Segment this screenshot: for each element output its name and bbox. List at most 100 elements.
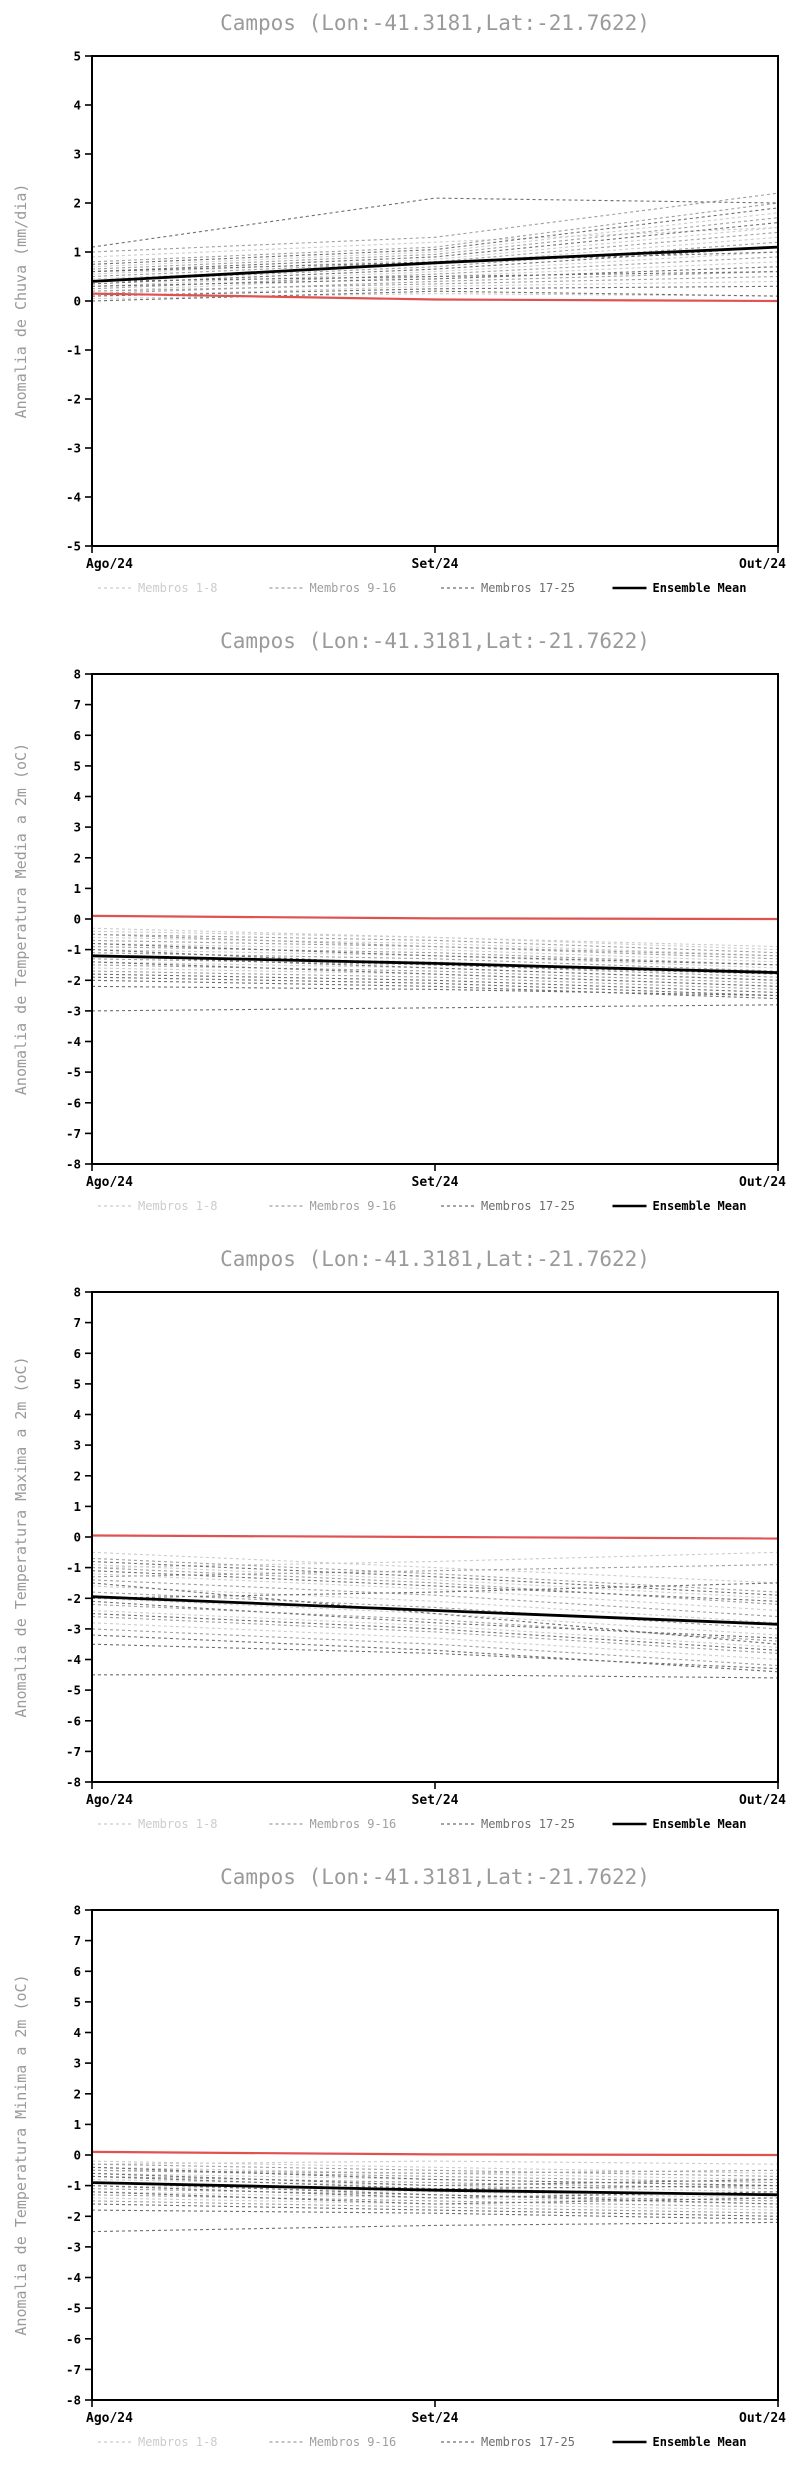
y-tick-label: 3 [73, 1438, 81, 1453]
member-line [91, 961, 779, 987]
member-line [91, 2185, 779, 2199]
member-line [91, 1551, 779, 1584]
member-line [91, 226, 779, 275]
member-line [91, 933, 779, 957]
member-line [91, 1600, 779, 1639]
x-tick-label: Out/24 [739, 1793, 786, 1808]
y-axis-label: Anomalia de Chuva (mm/dia) [12, 184, 30, 419]
x-tick-label: Ago/24 [86, 557, 133, 572]
y-tick-label: -5 [66, 539, 81, 554]
y-tick-label: 4 [73, 1407, 81, 1422]
y-tick-label: -3 [66, 2239, 81, 2254]
y-tick-label: 2 [73, 196, 81, 211]
y-tick-label: 5 [73, 49, 81, 64]
member-line [91, 1570, 779, 1602]
y-tick-label: 3 [73, 147, 81, 162]
chart-title: Campos (Lon:-41.3181,Lat:-21.7622) [220, 1865, 650, 1889]
y-tick-label: 6 [73, 1964, 81, 1979]
member-line [91, 2209, 779, 2220]
y-tick-label: -5 [66, 1683, 81, 1698]
member-line [91, 1643, 779, 1670]
member-line [91, 970, 779, 990]
member-line [91, 271, 779, 295]
member-line [91, 955, 779, 981]
member-line [91, 217, 779, 270]
y-tick-label: -4 [66, 2270, 81, 2285]
y-tick-label: 1 [73, 1499, 81, 1514]
member-line [91, 976, 779, 997]
y-tick-label: -7 [66, 1126, 81, 1141]
member-line [91, 275, 779, 292]
y-tick-label: 1 [73, 245, 81, 260]
member-line [91, 1573, 779, 1612]
member-line [91, 207, 779, 265]
y-tick-label: -2 [66, 392, 81, 407]
member-line [91, 1591, 779, 1630]
y-tick-label: -6 [66, 2331, 81, 2346]
y-tick-label: 6 [73, 1346, 81, 1361]
x-tick-label: Ago/24 [86, 2411, 133, 2426]
member-line [91, 2221, 779, 2233]
y-tick-label: 7 [73, 697, 81, 712]
y-tick-label: 1 [73, 2117, 81, 2132]
member-line [91, 1582, 779, 1599]
plot-border [91, 673, 779, 1165]
member-line [91, 2194, 779, 2208]
legend-label: Membros 9-16 [310, 2435, 397, 2449]
member-line [91, 1622, 779, 1661]
legend-label: Membros 17-25 [481, 1817, 575, 1831]
y-tick-label: 3 [73, 2056, 81, 2071]
x-tick-label: Set/24 [412, 1793, 459, 1808]
member-line [91, 2163, 779, 2177]
y-tick-label: 8 [73, 1903, 81, 1918]
y-tick-label: 2 [73, 2086, 81, 2101]
ensemble-mean-line [91, 1595, 779, 1626]
ensemble-mean-line [91, 2181, 779, 2197]
member-line [91, 2172, 779, 2187]
y-tick-label: -5 [66, 2301, 81, 2316]
member-line [91, 1585, 779, 1624]
x-tick-label: Set/24 [412, 557, 459, 572]
legend-label: Membros 1-8 [138, 1817, 217, 1831]
member-line [91, 285, 779, 297]
member-line [91, 271, 779, 282]
y-tick-label: -8 [66, 1775, 81, 1790]
x-tick-label: Set/24 [412, 2411, 459, 2426]
member-line [91, 1609, 779, 1648]
legend-label: Ensemble Mean [653, 1199, 747, 1213]
y-tick-label: -2 [66, 1591, 81, 1606]
y-tick-label: -4 [66, 1652, 81, 1667]
member-line [91, 2175, 779, 2190]
legend-label: Membros 9-16 [310, 1199, 397, 1213]
y-tick-label: -2 [66, 2209, 81, 2224]
member-line [91, 946, 779, 966]
member-line [91, 1613, 779, 1651]
legend-label: Ensemble Mean [653, 2435, 747, 2449]
x-tick-label: Out/24 [739, 2411, 786, 2426]
member-line [91, 2182, 779, 2205]
member-line [91, 2166, 779, 2187]
member-line [91, 280, 779, 297]
x-tick-label: Ago/24 [86, 1175, 133, 1190]
plot-border [91, 55, 779, 547]
legend-label: Membros 1-8 [138, 2435, 217, 2449]
member-line [91, 1582, 779, 1645]
y-tick-label: -2 [66, 973, 81, 988]
ensemble-mean-line [91, 954, 779, 974]
y-tick-label: 4 [73, 2025, 81, 2040]
x-tick-label: Ago/24 [86, 1793, 133, 1808]
y-tick-label: -7 [66, 2362, 81, 2377]
member-line [91, 927, 779, 948]
member-line [91, 251, 779, 287]
y-tick-label: 5 [73, 1994, 81, 2009]
member-line [91, 936, 779, 957]
y-tick-label: 0 [73, 1530, 81, 1545]
member-line [91, 1634, 779, 1673]
member-line [91, 964, 779, 984]
member-line [91, 1560, 779, 1596]
y-tick-label: 1 [73, 881, 81, 896]
y-tick-label: 4 [73, 789, 81, 804]
y-tick-label: 5 [73, 758, 81, 773]
chart-title: Campos (Lon:-41.3181,Lat:-21.7622) [220, 1247, 650, 1271]
zero-line [91, 1534, 779, 1540]
